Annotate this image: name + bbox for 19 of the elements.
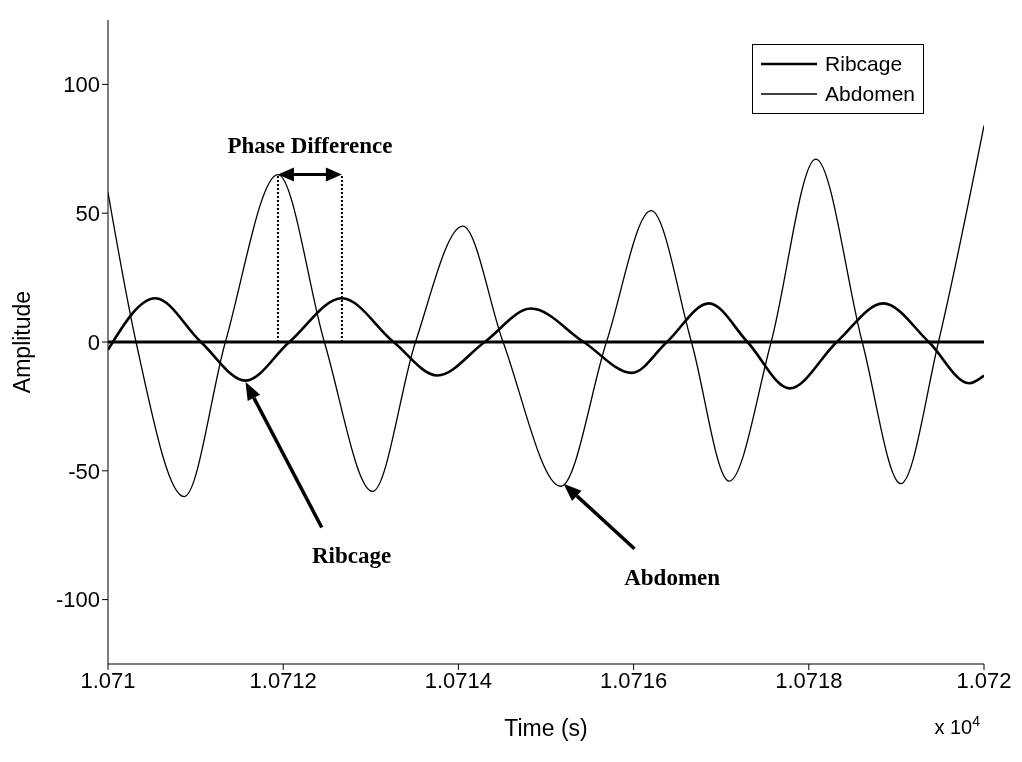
y-axis-title: Amplitude bbox=[9, 290, 36, 394]
x-tick-label: 1.0714 bbox=[424, 667, 493, 693]
x-tick-label: 1.072 bbox=[956, 667, 1012, 693]
y-tick-label: -100 bbox=[55, 587, 100, 613]
y-tick-label: 100 bbox=[63, 72, 100, 98]
legend-label: Abdomen bbox=[825, 81, 915, 107]
annotation: Ribcage bbox=[311, 542, 392, 568]
x-tick-label: 1.0712 bbox=[249, 667, 317, 693]
x-tick-label: 1.0716 bbox=[599, 667, 668, 693]
x-axis-title: Time (s) bbox=[504, 715, 588, 741]
y-tick-label: 50 bbox=[75, 201, 100, 227]
x-tick-label: 1.071 bbox=[80, 667, 136, 693]
text: x 10$^{4}$ bbox=[934, 713, 981, 738]
y-tick-label: 0 bbox=[87, 329, 100, 355]
annotation: Phase Difference bbox=[227, 132, 393, 158]
x-tick-label: 1.0718 bbox=[775, 667, 843, 693]
annotation: Abdomen bbox=[624, 564, 721, 590]
y-tick-label: -50 bbox=[68, 458, 100, 484]
legend-label: Ribcage bbox=[825, 51, 903, 77]
